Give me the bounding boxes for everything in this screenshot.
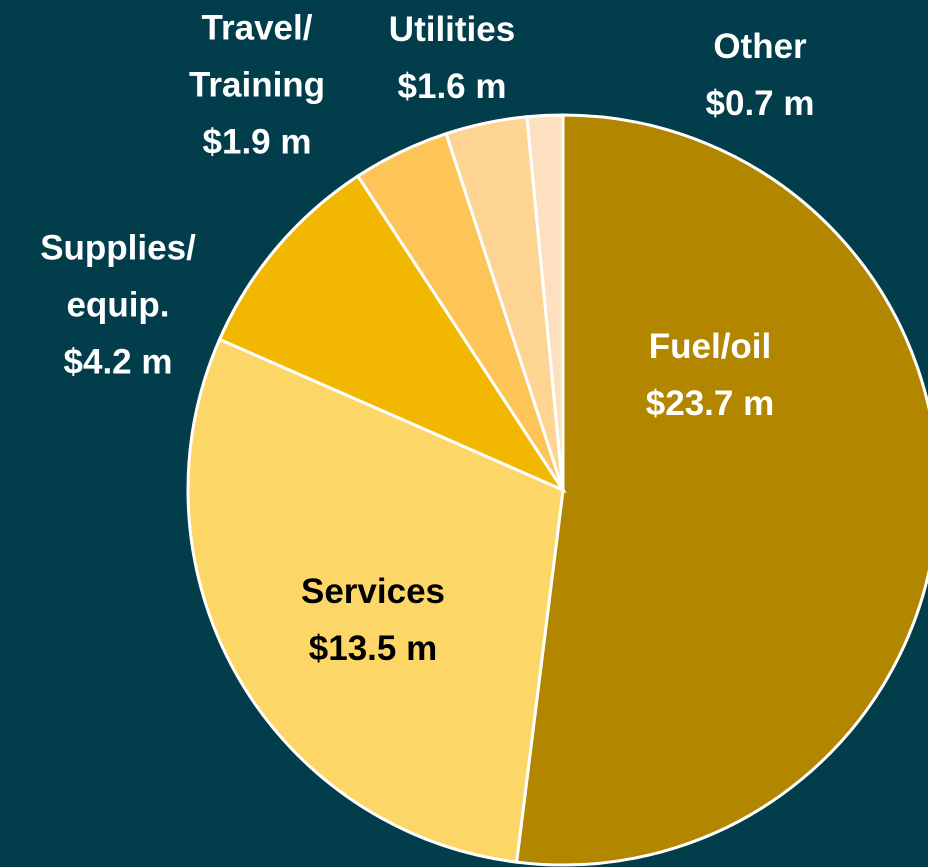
slice-label: Utilities $1.6 m [389,1,515,115]
value-label: $4.2 m [63,342,173,382]
slice-label: Supplies/ equip. $4.2 m [40,220,196,391]
category-label: Fuel/oil [648,327,772,366]
pie-slice [217,173,568,494]
category-label: Services [300,572,446,611]
category-label: Travel/ Training [188,8,326,105]
pie-slice [514,113,928,867]
value-label: $23.7 m [645,384,775,423]
value-label: $0.7 m [705,84,815,123]
slice-label: Services $13.5 m [301,563,445,677]
category-label: Supplies/ equip. [40,228,196,325]
category-label: Other [713,27,807,66]
category-label: Utilities [388,10,516,49]
value-label: $1.6 m [397,67,507,106]
value-label: $1.9 m [202,122,312,162]
slice-label: Fuel/oil $23.7 m [646,318,774,432]
pie-slice [525,113,565,491]
slice-label: Other $0.7 m [706,18,815,132]
value-label: $13.5 m [308,629,438,668]
pie-slice [186,337,565,864]
slice-label: Travel/ Training $1.9 m [189,0,325,171]
